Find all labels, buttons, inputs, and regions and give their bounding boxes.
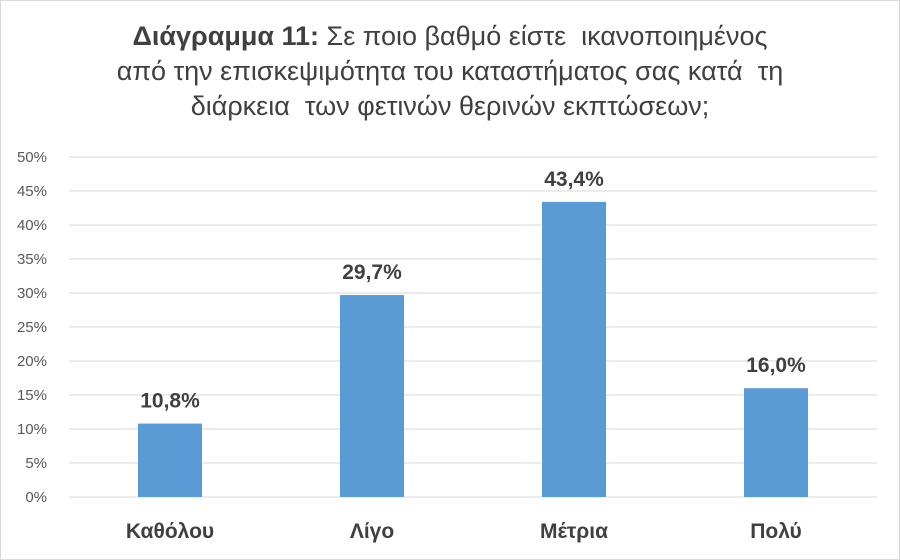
chart-title-line-1: Διάγραμμα 11: Σε ποιο βαθμό είστε ικανοπ… xyxy=(1,19,899,54)
x-category-label: Λίγο xyxy=(350,520,394,543)
bar xyxy=(340,295,404,497)
bar xyxy=(744,388,808,497)
chart-title-line-2: από την επισκεψιμότητα του καταστήματος … xyxy=(116,56,784,86)
x-category-label: Μέτρια xyxy=(540,520,608,543)
y-tick-label: 45% xyxy=(17,183,47,200)
y-tick-label: 15% xyxy=(17,387,47,404)
bar xyxy=(138,423,202,497)
data-label: 16,0% xyxy=(746,354,806,377)
x-category-label: Πολύ xyxy=(750,520,802,543)
y-tick-label: 40% xyxy=(17,217,47,234)
chart-title-line-1-text: Σε ποιο βαθμό είστε ικανοποιημένος xyxy=(319,21,768,51)
y-tick-label: 10% xyxy=(17,421,47,438)
y-tick-label: 20% xyxy=(17,353,47,370)
bar xyxy=(542,201,606,497)
data-label: 29,7% xyxy=(342,261,402,284)
y-tick-label: 50% xyxy=(17,149,47,166)
chart-title-line-3: διάρκεια των φετινών θερινών εκπτώσεων; xyxy=(190,91,710,121)
y-tick-label: 5% xyxy=(25,455,47,472)
data-label: 43,4% xyxy=(544,168,604,191)
y-tick-label: 25% xyxy=(17,319,47,336)
chart-title: Διάγραμμα 11: Σε ποιο βαθμό είστε ικανοπ… xyxy=(1,19,899,124)
y-tick-label: 0% xyxy=(25,489,47,506)
data-label: 10,8% xyxy=(140,390,200,413)
x-category-label: Καθόλου xyxy=(126,520,214,543)
y-tick-label: 35% xyxy=(17,251,47,268)
chart-title-prefix: Διάγραμμα 11: xyxy=(132,21,320,51)
y-tick-label: 30% xyxy=(17,285,47,302)
